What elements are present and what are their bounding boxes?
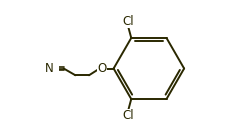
Text: Cl: Cl (121, 15, 133, 28)
Text: Cl: Cl (121, 109, 133, 122)
Text: N: N (45, 62, 54, 75)
Text: O: O (97, 62, 106, 75)
